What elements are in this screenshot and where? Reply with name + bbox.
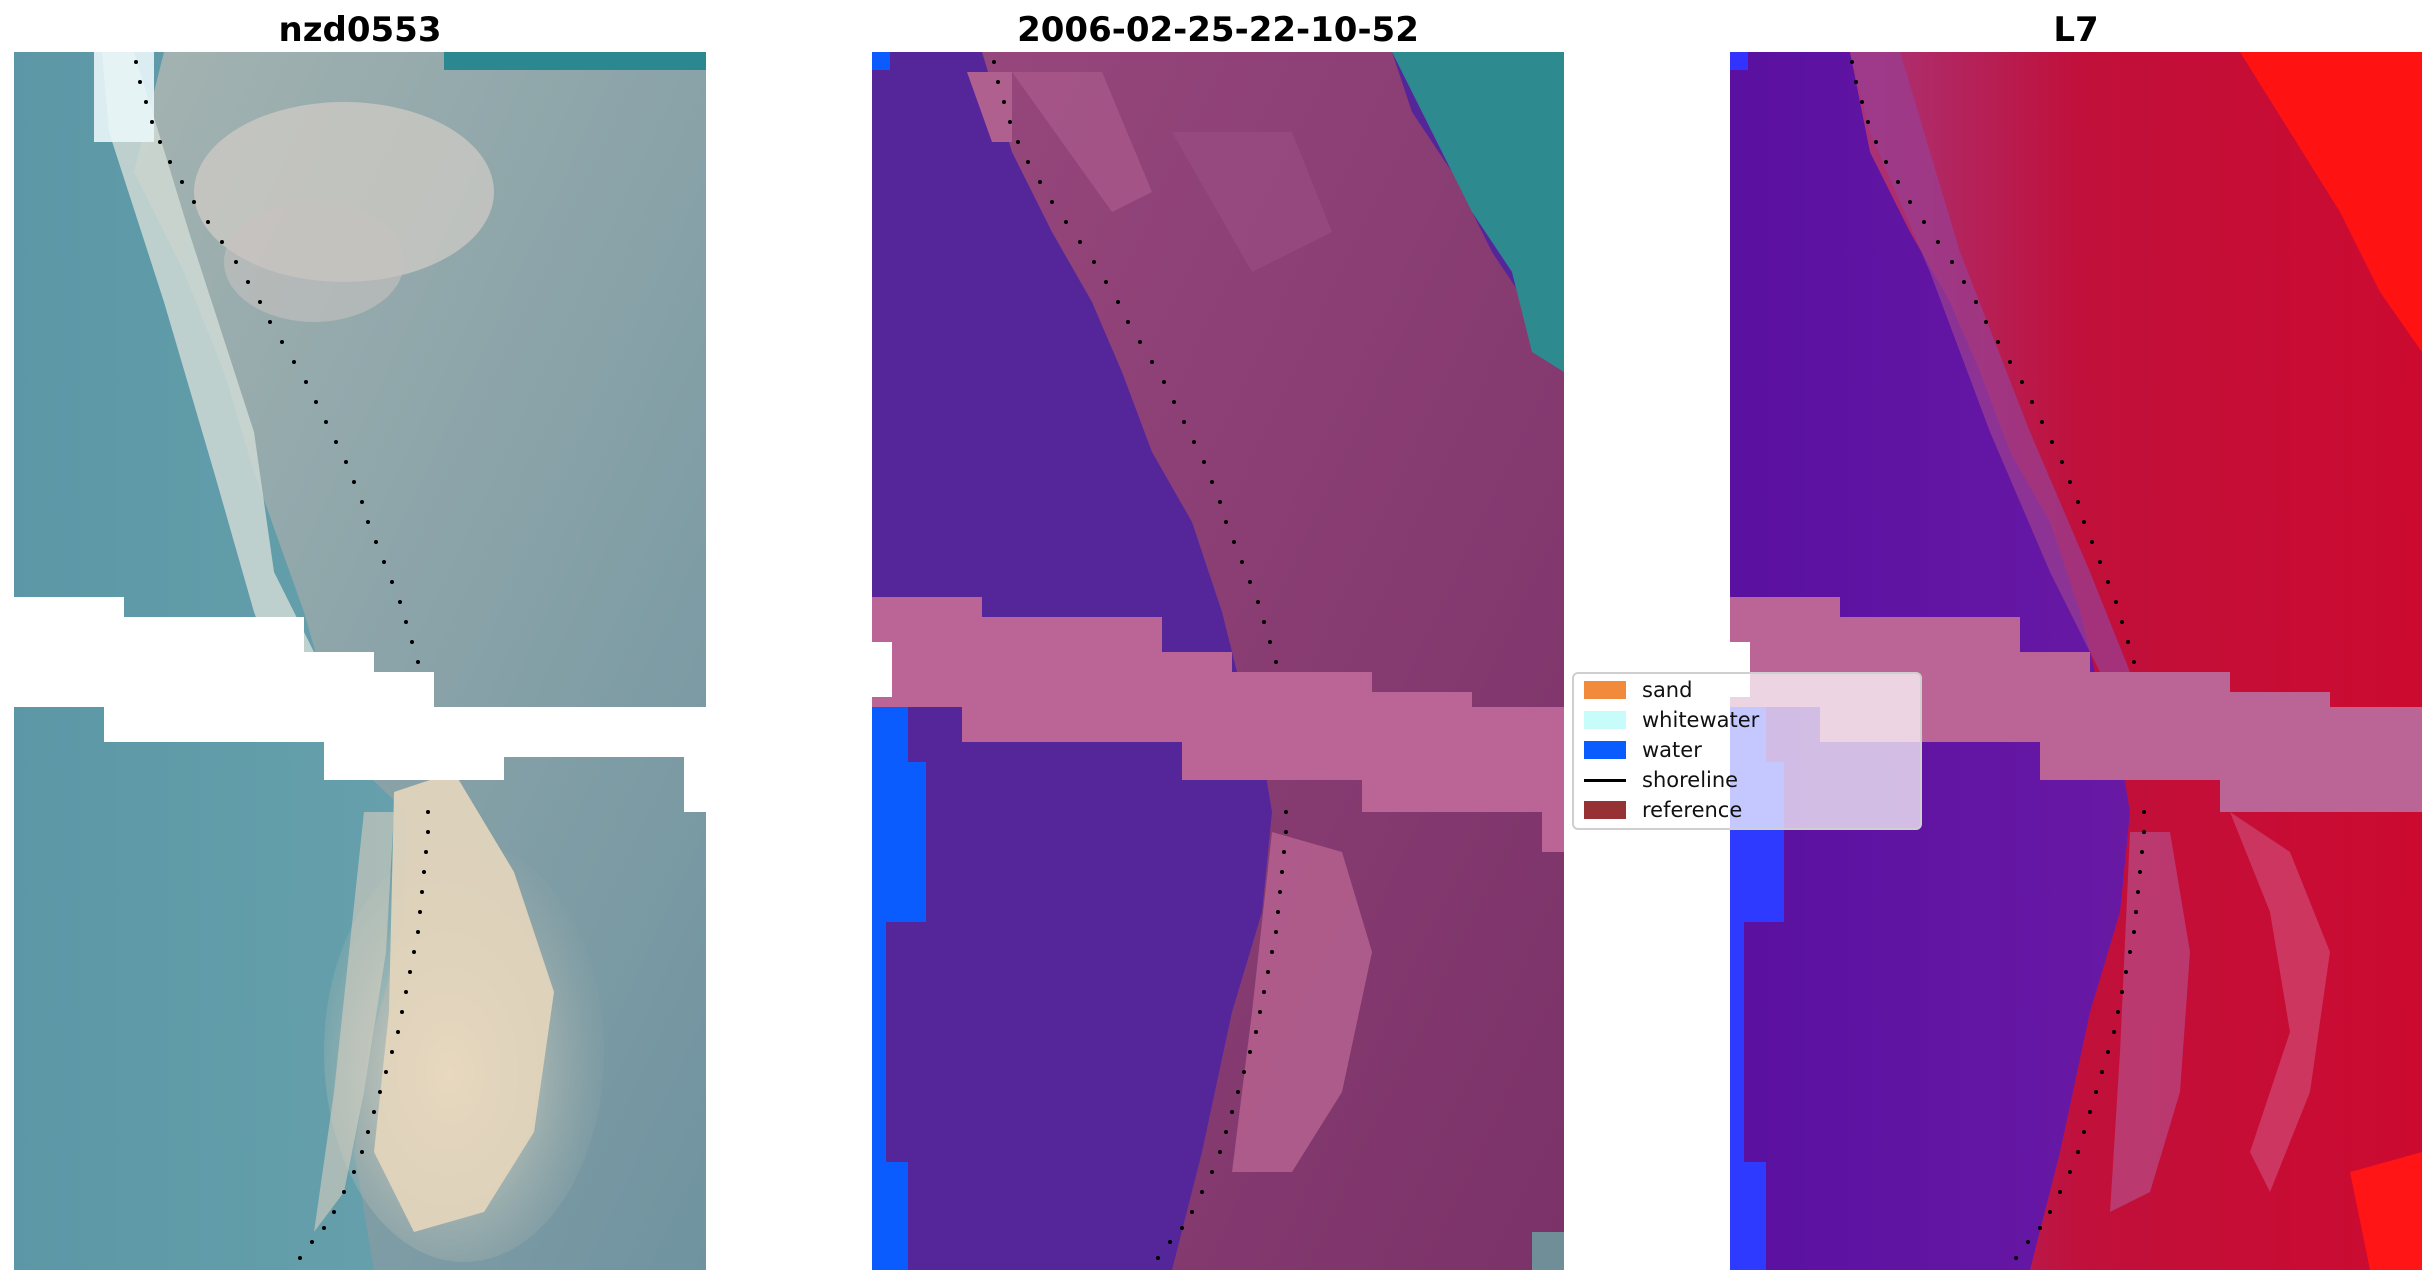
mndwi-image <box>1730 52 2422 1270</box>
legend-swatch-sand <box>1584 681 1626 699</box>
water-patch-left <box>872 707 926 1270</box>
legend-swatch-whitewater <box>1584 711 1626 729</box>
shoreline-classified <box>992 60 1288 1260</box>
legend-item-shoreline: shoreline <box>1584 766 1738 794</box>
legend-label-whitewater: whitewater <box>1642 708 1760 732</box>
legend-label-water: water <box>1642 738 1702 762</box>
legend-item-sand: sand <box>1584 676 1692 704</box>
legend-label-sand: sand <box>1642 678 1693 702</box>
nodata-gap <box>14 597 706 707</box>
legend: sand whitewater water shoreline referenc… <box>1572 672 1922 830</box>
mndwi-image-panel <box>1730 52 2422 1270</box>
rgb-image <box>14 52 706 1270</box>
legend-item-water: water <box>1584 736 1702 764</box>
reference-band <box>872 597 1564 852</box>
reference-band-mndwi <box>1730 597 2422 812</box>
classified-image-panel <box>872 52 1564 1270</box>
classified-image <box>872 52 1564 1270</box>
shoreline-mndwi <box>1850 60 2146 1260</box>
legend-label-shoreline: shoreline <box>1642 768 1739 792</box>
legend-item-reference: reference <box>1584 796 1742 824</box>
panel-title-1: nzd0553 <box>278 10 442 50</box>
legend-swatch-reference <box>1584 801 1626 819</box>
shoreline-rgb <box>134 60 430 1260</box>
legend-label-reference: reference <box>1642 798 1743 822</box>
panel-title-2: 2006-02-25-22-10-52 <box>1017 10 1419 50</box>
nodata-gap-lower <box>104 707 706 812</box>
legend-swatch-water <box>1584 741 1626 759</box>
panel-title-3: L7 <box>2053 10 2099 50</box>
water-patch-left-mndwi <box>1730 707 1784 1270</box>
rgb-image-panel <box>14 52 706 1270</box>
legend-item-whitewater: whitewater <box>1584 706 1759 734</box>
legend-swatch-shoreline <box>1584 778 1626 782</box>
